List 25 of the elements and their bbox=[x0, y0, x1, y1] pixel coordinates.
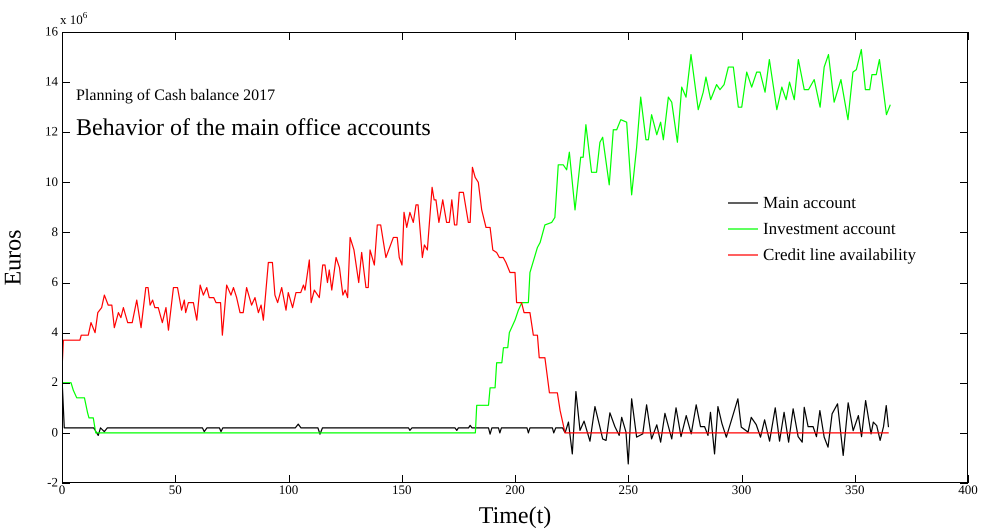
x-tick-label: 50 bbox=[168, 482, 182, 498]
text: Planning of Cash balance 2017 bbox=[76, 87, 276, 104]
y-tick-label: 2 bbox=[52, 374, 58, 390]
legend-label: Main account bbox=[763, 193, 856, 212]
y-tick-label: 6 bbox=[52, 274, 58, 289]
y-tick-label: 14 bbox=[45, 74, 58, 89]
y-tick-label: 8 bbox=[52, 224, 58, 239]
text: Behavior of the main office accounts bbox=[76, 115, 431, 141]
x-tick-label: 250 bbox=[618, 482, 638, 498]
legend-label: Credit line availability bbox=[763, 245, 916, 264]
x-axis-title: Time(t) bbox=[478, 502, 552, 529]
x-tick-label: 400 bbox=[958, 482, 978, 498]
x-tick-label: 300 bbox=[732, 482, 752, 498]
y-tick-label: 12 bbox=[45, 124, 58, 139]
y-tick-label: -2 bbox=[47, 474, 58, 490]
y-tick-label: 10 bbox=[45, 174, 58, 189]
y-tick-label: 0 bbox=[52, 424, 58, 440]
legend-label: Investment account bbox=[763, 219, 896, 238]
y-tick-label: 4 bbox=[52, 324, 58, 340]
y-axis-title: Euros bbox=[0, 230, 27, 286]
x-tick-label: 200 bbox=[505, 482, 525, 498]
x-tick-label: 350 bbox=[845, 482, 864, 498]
x-tick-label: 100 bbox=[278, 482, 298, 498]
x-tick-label: 150 bbox=[392, 482, 412, 498]
y-tick-label: 16 bbox=[45, 23, 58, 38]
